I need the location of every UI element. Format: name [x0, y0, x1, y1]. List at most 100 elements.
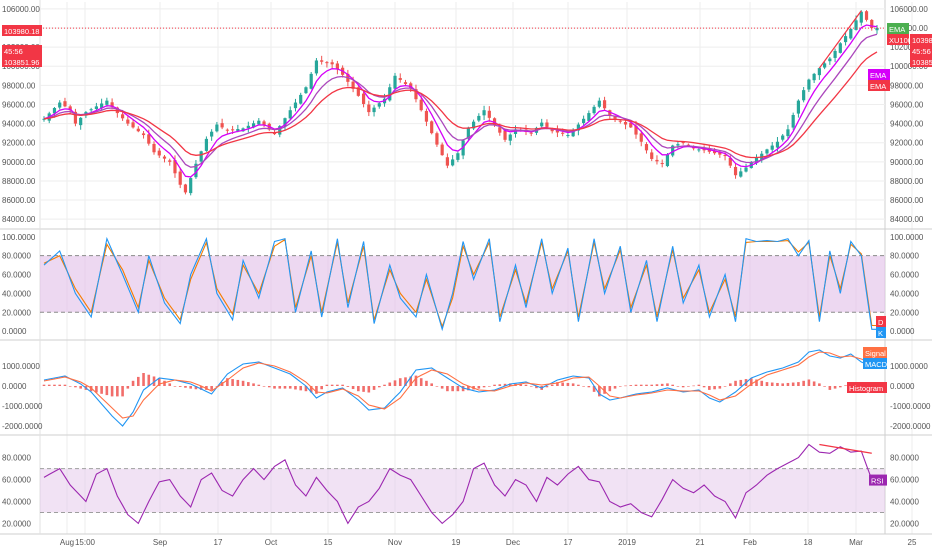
candle-body [288, 110, 292, 119]
macd-histogram-bar [294, 386, 297, 390]
candle-body [110, 102, 114, 107]
macd-histogram-bar [425, 380, 428, 386]
candle-body [262, 121, 266, 126]
price-tick-left: 96000.00 [2, 100, 36, 109]
rsi-tick-left: 20.0000 [2, 519, 31, 528]
candle-body [781, 135, 785, 140]
ema-tag-magenta-text: EMA [870, 71, 886, 80]
macd-histogram-bar [702, 386, 706, 388]
candle-body [718, 151, 722, 155]
macd-histogram-bar [723, 386, 727, 387]
candle-body [466, 127, 470, 139]
macd-tick-left: 0.0000 [2, 382, 27, 391]
macd-histogram-bar [708, 386, 711, 390]
price-tick-right: 106000.00 [890, 5, 928, 14]
macd-histogram-bar [797, 382, 800, 386]
candle-body [152, 143, 156, 153]
price-panel[interactable]: 84000.00 84000.00 86000.00 86000.00 88000.00… [2, 5, 928, 224]
macd-histogram-bar [383, 384, 386, 386]
macd-histogram-bar [519, 384, 523, 386]
macd-histogram-bar [215, 386, 219, 387]
macd-histogram-bar [739, 379, 743, 386]
candle-body [236, 128, 240, 131]
candle-body [655, 159, 659, 162]
macd-tick-right: -2000.0000 [890, 422, 931, 431]
candle-body [435, 133, 439, 145]
time-axis-label: Aug [60, 538, 74, 547]
stoch-tick-left: 100.0000 [2, 233, 36, 242]
macd-histogram-bar [697, 384, 701, 386]
stochastic-panel[interactable]: 0.0000 0.0000 20.0000 20.0000 40.0000 40.0000… [2, 233, 924, 336]
candle-body [791, 114, 795, 128]
candle-body [571, 129, 575, 137]
candle-body [597, 100, 601, 107]
macd-legend-macd-text: MACD [865, 360, 888, 369]
macd-histogram-bar [839, 386, 842, 388]
candle-body [251, 123, 256, 128]
candle-body [634, 125, 638, 135]
candle-body [471, 121, 476, 129]
macd-histogram-bar [346, 386, 350, 387]
left-ema-level-label-bg [2, 56, 42, 67]
price-tick-right: 88000.00 [890, 177, 924, 186]
rsi-divergence-line[interactable] [819, 443, 872, 454]
time-axis[interactable]: Aug 15:00 Sep 17 Oct 15 Nov 19 Dec 17 2019 21 Feb 18 M… [60, 538, 917, 547]
candle-body [482, 110, 486, 116]
macd-histogram-bar [299, 386, 303, 391]
macd-histogram-bar [74, 386, 77, 388]
macd-histogram-bar [634, 384, 638, 386]
rsi-panel[interactable]: 20.0000 20.0000 40.0000 40.0000 60.0000 60.00… [2, 443, 919, 528]
macd-histogram-bar [63, 384, 67, 386]
macd-histogram-bar [451, 386, 454, 392]
macd-panel[interactable]: -2000.0000 -2000.0000 -1000.0000 -1000.0000… [2, 349, 931, 431]
candle-body [388, 87, 392, 101]
macd-histogram-bar [173, 386, 177, 387]
macd-histogram-bar [325, 384, 329, 386]
macd-legend-histogram: Histogram [847, 382, 887, 393]
signal-line [43, 351, 877, 419]
trendline-up[interactable] [818, 10, 862, 69]
candle-body [141, 133, 146, 136]
candle-body [414, 89, 418, 100]
left-last-price-label-text: 103980.18 [4, 27, 39, 36]
macd-histogram-bar [116, 386, 119, 397]
macd-histogram-bar [713, 386, 716, 390]
candle-body [786, 129, 790, 137]
macd-histogram-bar [157, 378, 161, 386]
candle-body [665, 154, 670, 167]
macd-histogram-bar [68, 386, 72, 387]
candle-body [215, 124, 219, 132]
ema-tag-red-text: EMA [870, 82, 886, 91]
rsi-tick-right: 60.0000 [890, 476, 919, 485]
macd-histogram-bar [152, 376, 156, 386]
macd-histogram-bar [142, 373, 145, 386]
candle-body [299, 94, 303, 104]
macd-histogram-bar [210, 386, 213, 390]
candle-body [807, 79, 811, 90]
macd-histogram-bar [755, 379, 758, 386]
ema-fast-line [43, 24, 878, 178]
candle-body [487, 110, 491, 118]
macd-histogram-bar [660, 383, 664, 386]
candle-body [304, 87, 308, 94]
macd-histogram-bar [639, 384, 643, 386]
candle-body [157, 150, 161, 156]
macd-histogram-bar [477, 386, 481, 389]
macd-histogram-bar [357, 386, 360, 392]
candle-body [828, 58, 832, 62]
macd-histogram-bar [241, 380, 245, 386]
candle-body [681, 142, 685, 144]
macd-histogram-bar [807, 379, 811, 386]
candle-body [733, 166, 738, 176]
macd-histogram-bar [765, 382, 769, 386]
candle-body [540, 122, 544, 127]
macd-histogram-bar [362, 386, 365, 392]
stoch-band [40, 255, 885, 313]
price-tick-right: 100000.00 [890, 62, 928, 71]
rsi-legend-text: RSI [871, 477, 884, 486]
candle-body [320, 60, 324, 62]
macd-histogram-bar [461, 386, 465, 392]
price-tick-left: 90000.00 [2, 158, 36, 167]
